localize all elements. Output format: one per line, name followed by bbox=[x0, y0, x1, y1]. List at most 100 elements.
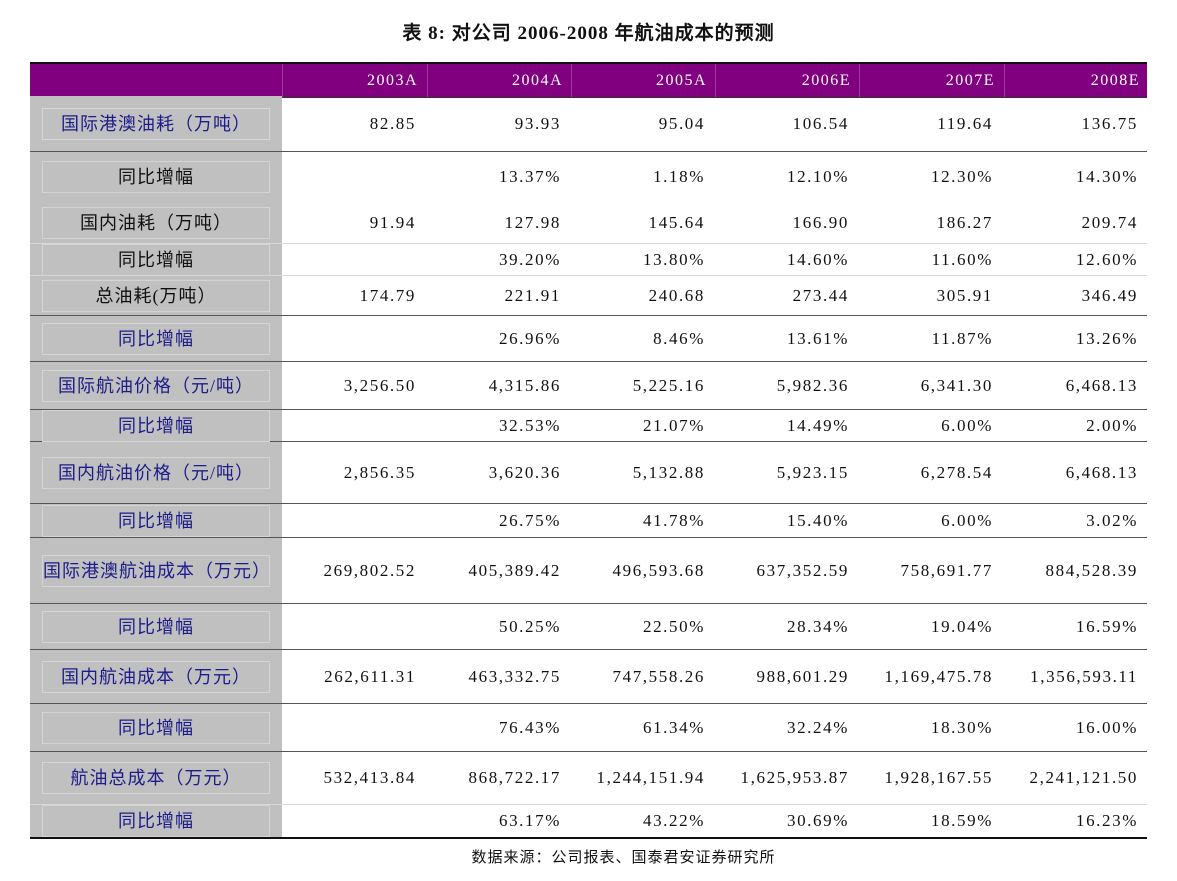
cell-2006e: 15.40% bbox=[786, 510, 849, 530]
cell-2003a: 91.94 bbox=[369, 212, 416, 232]
cell-2007e: 18.59% bbox=[930, 811, 993, 830]
cell-2008e: 13.26% bbox=[1075, 328, 1138, 348]
table-row: 总油耗(万吨） 174.79 221.91 240.68 273.44 305.91 346… bbox=[30, 276, 1147, 316]
forecast-table: 2003A 2004A 2005A 2006E 2007E 2008E 国际港澳油耗（万吨… bbox=[30, 62, 1147, 839]
row-label-cell: 同比增幅 bbox=[30, 504, 282, 537]
bottom-rule bbox=[30, 837, 1147, 839]
row-label-cell: 国际港澳航油成本（万元） bbox=[30, 538, 282, 603]
row-label-cell: 同比增幅 bbox=[30, 316, 282, 361]
cell-2006e: 14.49% bbox=[786, 415, 849, 435]
row-label-cell: 航油总成本（万元） bbox=[30, 752, 282, 804]
row-label: 同比增幅 bbox=[42, 805, 270, 837]
cell-2007e: 12.30% bbox=[930, 167, 993, 186]
table-row: 国内油耗（万吨） 91.94 127.98 145.64 166.90 186.27 209… bbox=[30, 202, 1147, 244]
cell-2004a: 26.75% bbox=[498, 510, 561, 530]
cell-2008e: 16.00% bbox=[1075, 717, 1138, 737]
cell-2004a: 26.96% bbox=[498, 328, 561, 348]
column-header-2008e: 2008E bbox=[1004, 64, 1148, 97]
cell-2004a: 868,722.17 bbox=[468, 768, 561, 787]
cell-2007e: 19.04% bbox=[930, 616, 993, 636]
table-row: 国际港澳油耗（万吨） 82.85 93.93 95.04 106.54 119.64 136… bbox=[30, 96, 1147, 152]
cell-2007e: 186.27 bbox=[936, 212, 993, 232]
cell-2006e: 106.54 bbox=[792, 113, 849, 133]
cell-2003a: 174.79 bbox=[359, 285, 416, 305]
cell-2004a: 221.91 bbox=[504, 285, 561, 305]
cell-2008e: 346.49 bbox=[1081, 285, 1138, 305]
cell-2005a: 496,593.68 bbox=[612, 560, 705, 580]
table-row: 同比增幅 50.25% 22.50% 28.34% 19.04% 16.59% bbox=[30, 604, 1147, 650]
cell-2007e: 758,691.77 bbox=[900, 560, 993, 580]
cell-2008e: 16.59% bbox=[1075, 616, 1138, 636]
cell-2008e: 14.30% bbox=[1075, 167, 1138, 186]
row-label: 同比增幅 bbox=[42, 322, 270, 355]
cell-2007e: 119.64 bbox=[937, 113, 993, 133]
row-label-cell: 同比增幅 bbox=[30, 409, 282, 442]
cell-2004a: 405,389.42 bbox=[468, 560, 561, 580]
row-label: 国内航油价格（元/吨） bbox=[42, 456, 270, 489]
cell-2005a: 95.04 bbox=[658, 113, 705, 133]
row-label: 国际港澳航油成本（万元） bbox=[42, 554, 270, 587]
cell-2008e: 6,468.13 bbox=[1065, 375, 1138, 395]
cell-2006e: 32.24% bbox=[786, 717, 849, 737]
cell-2007e: 6.00% bbox=[941, 510, 993, 530]
cell-2006e: 5,923.15 bbox=[776, 462, 849, 482]
cell-2007e: 11.60% bbox=[931, 249, 993, 269]
row-label: 航油总成本（万元） bbox=[42, 762, 270, 794]
column-header-2006e: 2006E bbox=[715, 64, 859, 97]
row-label: 同比增幅 bbox=[42, 711, 270, 744]
cell-2007e: 6,278.54 bbox=[920, 462, 993, 482]
cell-2005a: 1,244,151.94 bbox=[596, 768, 705, 787]
table-row: 同比增幅 26.75% 41.78% 15.40% 6.00% 3.02% bbox=[30, 504, 1147, 538]
cell-2005a: 747,558.26 bbox=[612, 666, 705, 686]
cell-2004a: 32.53% bbox=[498, 415, 561, 435]
column-header-2004a: 2004A bbox=[427, 64, 571, 97]
cell-2004a: 76.43% bbox=[498, 717, 561, 737]
column-header-2003a: 2003A bbox=[282, 64, 426, 97]
cell-2008e: 3.02% bbox=[1086, 510, 1138, 530]
cell-2008e: 1,356,593.11 bbox=[1030, 666, 1138, 686]
cell-2006e: 166.90 bbox=[792, 212, 849, 232]
cell-2007e: 1,928,167.55 bbox=[884, 768, 993, 787]
cell-2005a: 13.80% bbox=[642, 249, 705, 269]
cell-2004a: 63.17% bbox=[498, 811, 561, 830]
row-label: 国际港澳油耗（万吨） bbox=[42, 107, 270, 140]
cell-2005a: 240.68 bbox=[648, 285, 705, 305]
row-label-cell: 国际港澳油耗（万吨） bbox=[30, 96, 282, 151]
table-row: 同比增幅 63.17% 43.22% 30.69% 18.59% 16.23% bbox=[30, 805, 1147, 837]
row-label-cell: 国际航油价格（元/吨） bbox=[30, 362, 282, 409]
cell-2005a: 41.78% bbox=[642, 510, 705, 530]
cell-2008e: 136.75 bbox=[1081, 113, 1138, 133]
cell-2007e: 6,341.30 bbox=[920, 375, 993, 395]
cell-2004a: 4,315.86 bbox=[488, 375, 561, 395]
cell-2006e: 13.61% bbox=[786, 328, 849, 348]
row-label: 总油耗(万吨） bbox=[42, 279, 270, 312]
cell-2004a: 13.37% bbox=[498, 167, 561, 186]
row-label: 国内油耗（万吨） bbox=[42, 206, 270, 239]
row-label: 同比增幅 bbox=[42, 409, 270, 442]
cell-2003a: 82.85 bbox=[369, 113, 416, 133]
row-label: 同比增幅 bbox=[42, 161, 270, 193]
cell-2005a: 43.22% bbox=[642, 811, 705, 830]
table-row: 同比增幅 39.20% 13.80% 14.60% 11.60% 12.60% bbox=[30, 243, 1147, 276]
cell-2007e: 1,169,475.78 bbox=[884, 666, 993, 686]
cell-2005a: 145.64 bbox=[648, 212, 705, 232]
cell-2004a: 3,620.36 bbox=[488, 462, 561, 482]
table-row: 同比增幅 26.96% 8.46% 13.61% 11.87% 13.26% bbox=[30, 316, 1147, 362]
row-label-cell: 国内航油价格（元/吨） bbox=[30, 442, 282, 503]
cell-2008e: 12.60% bbox=[1075, 249, 1138, 269]
cell-2003a: 269,802.52 bbox=[323, 560, 416, 580]
cell-2004a: 50.25% bbox=[498, 616, 561, 636]
row-label-cell: 同比增幅 bbox=[30, 704, 282, 751]
table-title: 表 8: 对公司 2006-2008 年航油成本的预测 bbox=[402, 23, 775, 44]
cell-2005a: 22.50% bbox=[642, 616, 705, 636]
cell-2005a: 1.18% bbox=[653, 167, 705, 186]
cell-2006e: 14.60% bbox=[786, 249, 849, 269]
column-header-2007e: 2007E bbox=[859, 64, 1003, 97]
cell-2006e: 988,601.29 bbox=[756, 666, 849, 686]
row-label-cell: 国内油耗（万吨） bbox=[30, 202, 282, 243]
table-row: 航油总成本（万元） 532,413.84 868,722.17 1,244,151.9… bbox=[30, 752, 1147, 805]
cell-2008e: 16.23% bbox=[1075, 811, 1138, 830]
cell-2008e: 884,528.39 bbox=[1045, 560, 1138, 580]
cell-2005a: 5,225.16 bbox=[632, 375, 705, 395]
cell-2008e: 2.00% bbox=[1086, 415, 1138, 435]
